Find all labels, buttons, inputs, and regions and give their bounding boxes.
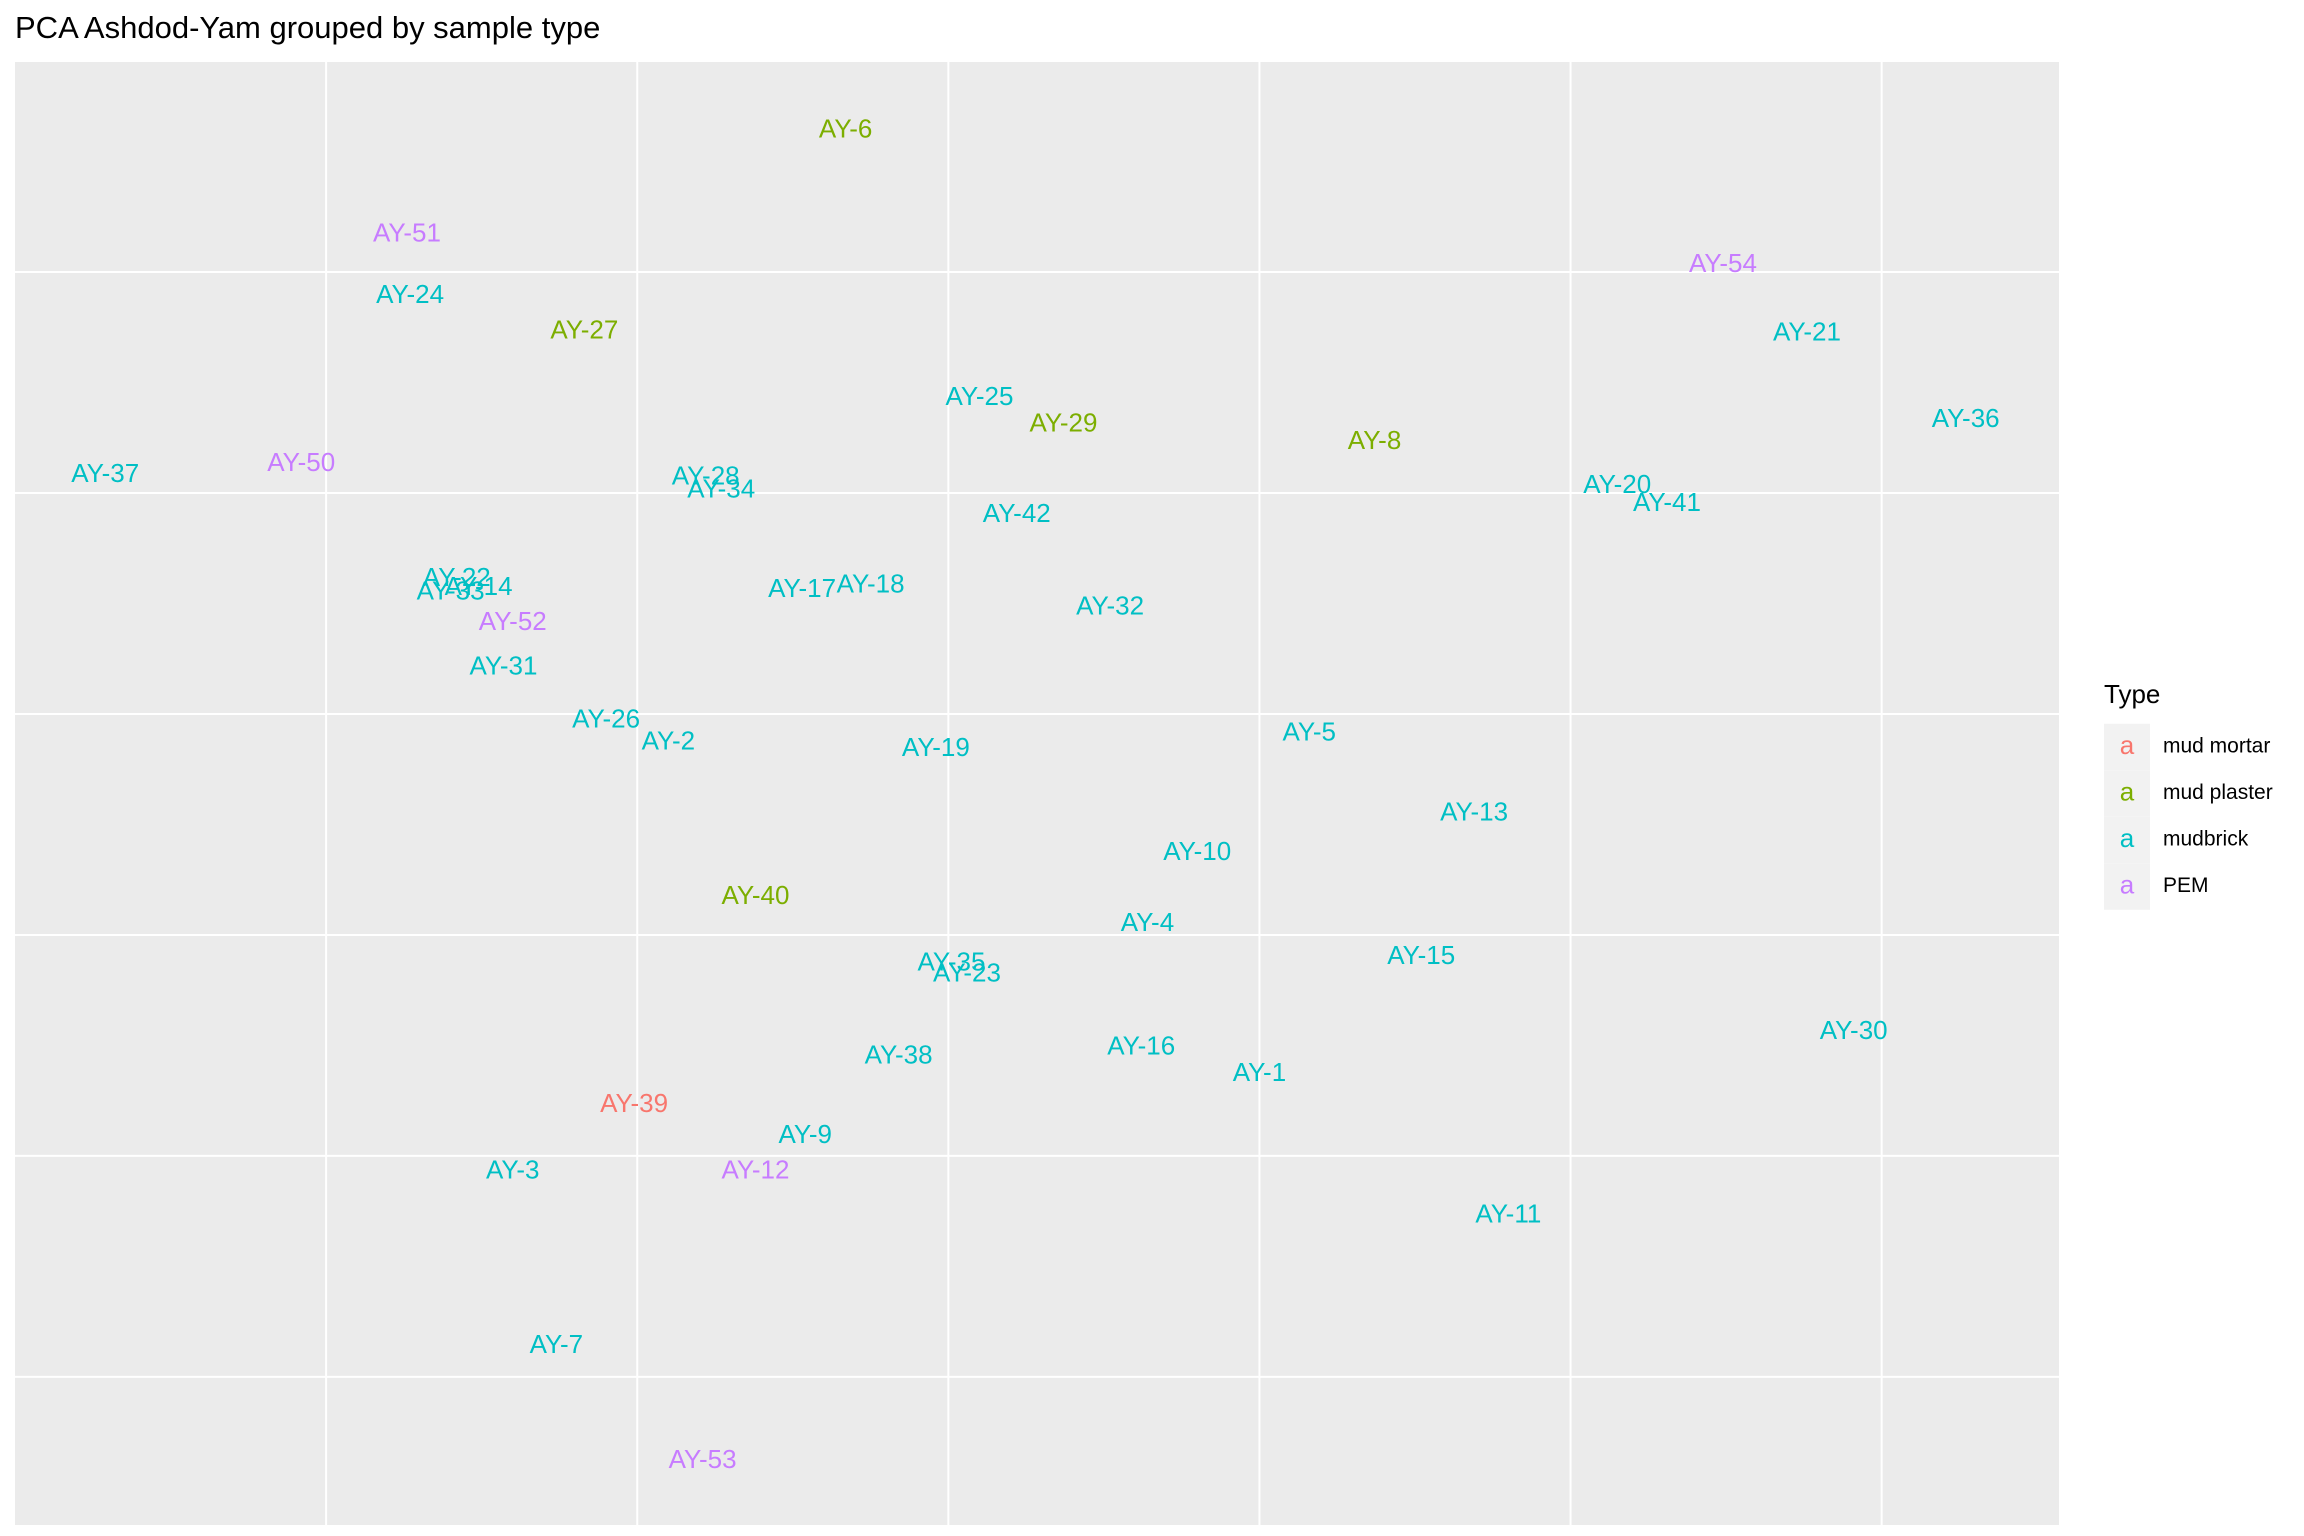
point-label: AY-23 bbox=[933, 958, 1001, 988]
point-label: AY-33 bbox=[417, 575, 485, 605]
legend: a mud mortar a mud plaster a mudbrick a PEM bbox=[2104, 723, 2273, 910]
point-label: AY-25 bbox=[945, 381, 1013, 411]
point-label: AY-53 bbox=[669, 1444, 737, 1474]
legend-key bbox=[2104, 723, 2150, 771]
point-label: AY-17 bbox=[768, 573, 836, 603]
legend-label: mudbrick bbox=[2163, 828, 2249, 851]
points: AY-39 AY-6 AY-27 AY-29 AY-8 AY-40 AY-24 AY-21 AY… bbox=[71, 113, 1999, 1473]
legend-key-glyph: a bbox=[2120, 776, 2135, 806]
point-label: AY-16 bbox=[1107, 1031, 1175, 1061]
point-label: AY-34 bbox=[687, 474, 755, 504]
chart-title: PCA Ashdod-Yam grouped by sample type bbox=[15, 10, 600, 45]
point-label: AY-37 bbox=[71, 458, 139, 488]
point-label: AY-22 bbox=[423, 562, 491, 592]
point-label: AY-54 bbox=[1689, 248, 1757, 278]
point-label: AY-4 bbox=[1121, 907, 1175, 937]
point-label: AY-3 bbox=[486, 1154, 540, 1184]
point-label: AY-35 bbox=[917, 947, 985, 977]
point-label: AY-8 bbox=[1348, 425, 1402, 455]
point-label: AY-12 bbox=[721, 1154, 789, 1184]
point-label: AY-41 bbox=[1633, 487, 1701, 517]
point-label: AY-29 bbox=[1029, 407, 1097, 437]
point-label: AY-10 bbox=[1163, 836, 1231, 866]
point-label: AY-21 bbox=[1773, 317, 1841, 347]
legend-key-glyph: a bbox=[2120, 730, 2135, 760]
point-label: AY-32 bbox=[1076, 591, 1144, 621]
legend-key-glyph: a bbox=[2120, 823, 2135, 853]
point-label: AY-18 bbox=[837, 569, 905, 599]
legend-key-glyph: a bbox=[2120, 869, 2135, 899]
point-label: AY-28 bbox=[672, 460, 740, 490]
point-label: AY-2 bbox=[642, 726, 696, 756]
point-label: AY-26 bbox=[572, 703, 640, 733]
plot-panel bbox=[15, 62, 2059, 1525]
legend-label: PEM bbox=[2163, 874, 2209, 897]
point-label: AY-42 bbox=[983, 498, 1051, 528]
legend-key bbox=[2104, 816, 2150, 864]
legend-title: Type bbox=[2104, 679, 2160, 709]
point-label: AY-9 bbox=[778, 1119, 832, 1149]
point-label: AY-27 bbox=[550, 314, 618, 344]
point-label: AY-51 bbox=[373, 217, 441, 247]
point-label: AY-20 bbox=[1583, 469, 1651, 499]
point-label: AY-52 bbox=[479, 606, 547, 636]
point-label: AY-24 bbox=[376, 279, 444, 309]
point-label: AY-13 bbox=[1440, 796, 1508, 826]
point-label: AY-11 bbox=[1475, 1198, 1541, 1228]
point-label: AY-19 bbox=[902, 732, 970, 762]
point-label: AY-50 bbox=[267, 447, 335, 477]
grid bbox=[15, 62, 2059, 1525]
point-label: AY-6 bbox=[819, 113, 873, 143]
point-label: AY-30 bbox=[1820, 1015, 1888, 1045]
legend-key bbox=[2104, 770, 2150, 817]
legend-label: mud mortar bbox=[2163, 735, 2270, 758]
point-label: AY-38 bbox=[865, 1039, 933, 1069]
point-label: AY-31 bbox=[469, 650, 537, 680]
point-label: AY-14 bbox=[445, 571, 513, 601]
point-label: AY-1 bbox=[1233, 1057, 1287, 1087]
point-label: AY-39 bbox=[600, 1088, 668, 1118]
legend-key bbox=[2104, 863, 2150, 910]
point-label: AY-40 bbox=[721, 880, 789, 910]
point-label: AY-36 bbox=[1932, 403, 2000, 433]
legend-label: mud plaster bbox=[2163, 781, 2273, 804]
point-label: AY-7 bbox=[530, 1329, 584, 1359]
point-label: AY-5 bbox=[1282, 717, 1336, 747]
point-label: AY-15 bbox=[1387, 940, 1455, 970]
